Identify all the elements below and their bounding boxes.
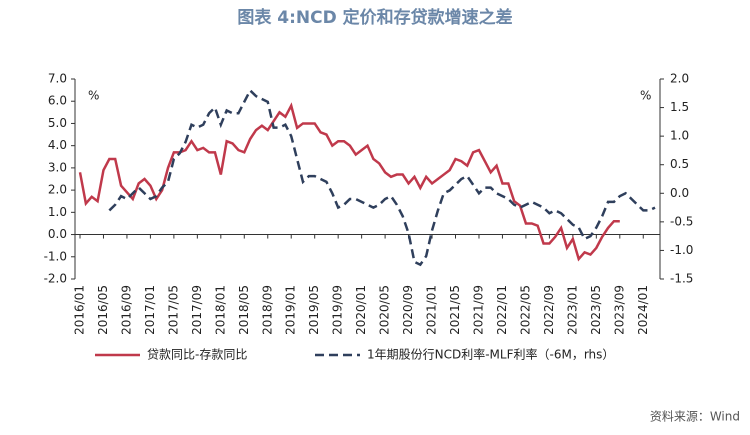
y-tick-label: 7.0 xyxy=(48,72,67,86)
series-line xyxy=(78,102,620,262)
series-line xyxy=(108,88,656,267)
x-tick-label: 2019/05 xyxy=(307,285,321,335)
y2-tick-label: 0.0 xyxy=(670,186,689,200)
x-tick-label: 2019/01 xyxy=(284,285,298,335)
y2-tick-label: -0.5 xyxy=(670,214,693,228)
y-tick-label: 4.0 xyxy=(48,138,67,152)
y-tick-label: 1.0 xyxy=(48,205,67,219)
y2-unit: % xyxy=(640,89,651,103)
x-tick-label: 2020/05 xyxy=(378,285,392,335)
y-tick-label: 6.0 xyxy=(48,94,67,108)
x-tick-label: 2021/05 xyxy=(448,285,462,335)
y-tick-label: -2.0 xyxy=(44,272,67,286)
x-tick-label: 2019/09 xyxy=(331,285,345,335)
x-tick-label: 2023/09 xyxy=(612,285,626,335)
x-tick-label: 2020/09 xyxy=(401,285,415,335)
x-tick-label: 2016/05 xyxy=(96,285,110,335)
y2-tick-label: 2.0 xyxy=(670,72,689,86)
y2-tick-label: -1.5 xyxy=(670,272,693,286)
x-tick-label: 2023/01 xyxy=(565,285,579,335)
source: 资料来源：Wind xyxy=(650,410,740,424)
x-tick-label: 2022/05 xyxy=(518,285,532,335)
y-tick-label: 5.0 xyxy=(48,116,67,130)
y2-tick-label: 1.5 xyxy=(670,100,689,114)
x-tick-label: 2017/05 xyxy=(166,285,180,335)
y-tick-label: 2.0 xyxy=(48,183,67,197)
legend-label: 1年期股份行NCD利率-MLF利率（-6M，rhs） xyxy=(367,347,614,362)
x-tick-label: 2018/05 xyxy=(237,285,251,335)
y2-tick-label: 1.0 xyxy=(670,129,689,143)
x-tick-label: 2022/01 xyxy=(495,285,509,335)
x-tick-label: 2017/01 xyxy=(143,285,157,335)
y-tick-label: -1.0 xyxy=(44,249,67,263)
x-tick-label: 2018/01 xyxy=(213,285,227,335)
x-tick-label: 2017/09 xyxy=(190,285,204,335)
x-tick-label: 2021/09 xyxy=(471,285,485,335)
chart-title: 图表 4:NCD 定价和存贷款增速之差 xyxy=(237,7,512,28)
x-tick-label: 2016/01 xyxy=(73,285,87,335)
x-tick-label: 2020/01 xyxy=(354,285,368,335)
x-tick-label: 2021/01 xyxy=(425,285,439,335)
y2-tick-label: 0.5 xyxy=(670,157,689,171)
x-tick-label: 2022/09 xyxy=(542,285,556,335)
x-tick-label: 2023/05 xyxy=(589,285,603,335)
legend-label: 贷款同比-存款同比 xyxy=(147,348,247,362)
x-tick-label: 2024/01 xyxy=(636,285,650,335)
y-unit: % xyxy=(88,89,99,103)
y-tick-label: 0.0 xyxy=(48,227,67,241)
y2-tick-label: -1.0 xyxy=(670,243,693,257)
y-tick-label: 3.0 xyxy=(48,160,67,174)
x-tick-label: 2018/09 xyxy=(260,285,274,335)
x-tick-label: 2016/09 xyxy=(119,285,133,335)
